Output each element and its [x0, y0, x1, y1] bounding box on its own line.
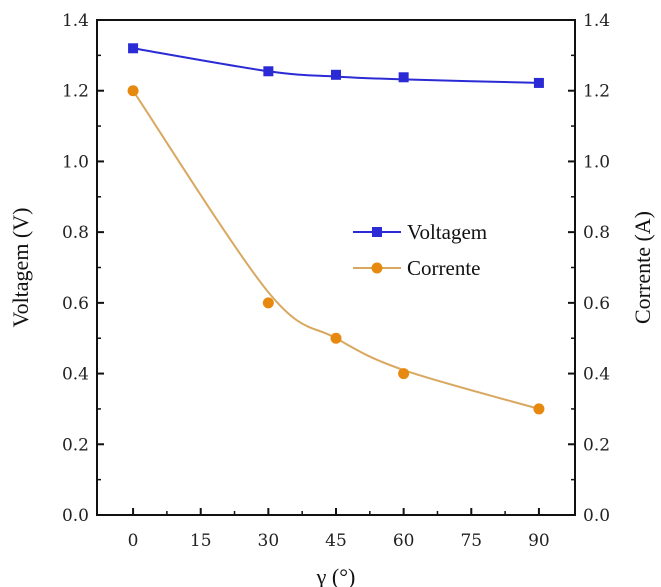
y-tick-label-left: 0.8 — [62, 223, 89, 243]
corrente-point — [330, 332, 342, 344]
x-tick-label: 60 — [393, 531, 415, 551]
corrente-point — [398, 368, 410, 380]
x-tick-label: 75 — [460, 531, 482, 551]
series-voltagem — [128, 43, 544, 88]
y-tick-label-left: 0.0 — [62, 506, 89, 526]
y-tick-label-right: 1.0 — [583, 152, 610, 172]
y-tick-label-left: 1.2 — [62, 82, 89, 102]
y-tick-label-left: 1.4 — [62, 11, 89, 31]
corrente-point — [262, 297, 274, 309]
y-tick-label-right: 0.0 — [583, 506, 610, 526]
y-tick-label-left: 0.4 — [62, 365, 89, 385]
x-tick-label: 90 — [528, 531, 550, 551]
voltagem-point — [331, 69, 341, 80]
voltagem-point — [533, 77, 544, 88]
y-tick-label-right: 0.2 — [583, 435, 610, 455]
legend-marker-voltagem — [372, 227, 382, 237]
plot-frame — [96, 19, 576, 516]
voltagem-point — [398, 72, 409, 83]
corrente-line — [132, 90, 540, 410]
axes: 0.0 0.0 0.2 0.2 0.4 0.4 0.6 0.6 0.8 0.8 1.0 1.0 1.2 1… — [62, 11, 610, 551]
y-axis-title-right: Corrente (A) — [630, 211, 655, 324]
y-tick-label-right: 0.6 — [583, 294, 610, 314]
x-tick-label: 15 — [190, 531, 212, 551]
y-tick-label-right: 1.4 — [583, 11, 610, 31]
x-axis-title: γ (°) — [316, 564, 356, 587]
corrente-point — [533, 403, 545, 415]
legend-marker-corrente — [371, 262, 383, 274]
series-layer — [127, 43, 545, 415]
y-axis-title-left: Voltagem (V) — [8, 208, 33, 328]
y-tick-label-left: 1.0 — [62, 152, 89, 172]
x-tick-label: 30 — [258, 531, 280, 551]
series-corrente — [127, 85, 545, 415]
legend-label-corrente: Corrente — [407, 256, 480, 280]
y-tick-label-left: 0.2 — [62, 435, 89, 455]
voltagem-point — [263, 66, 274, 77]
x-tick-label: 45 — [325, 531, 347, 551]
y-tick-label-right: 0.4 — [583, 365, 610, 385]
y-tick-label-right: 0.8 — [583, 223, 610, 243]
y-tick-label-left: 0.6 — [62, 294, 89, 314]
legend-label-voltagem: Voltagem — [407, 220, 487, 244]
x-tick-label: 0 — [128, 531, 139, 551]
corrente-point — [127, 85, 139, 97]
voltagem-point — [128, 43, 139, 54]
y-tick-label-right: 1.2 — [583, 82, 610, 102]
legend: Voltagem Corrente — [353, 220, 487, 280]
